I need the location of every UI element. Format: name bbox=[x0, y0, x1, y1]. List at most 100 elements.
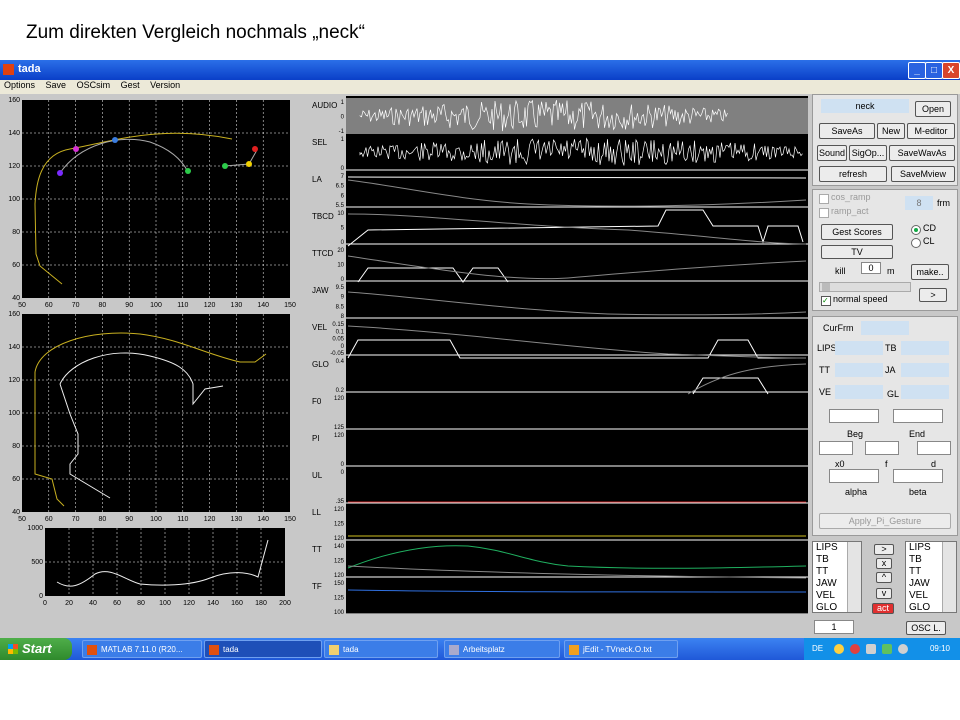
list-item[interactable]: GLO bbox=[909, 602, 931, 613]
x-tick-label: 130 bbox=[231, 516, 243, 523]
curfrm-field bbox=[861, 321, 909, 335]
speaker-icon[interactable] bbox=[898, 644, 908, 654]
list-item[interactable]: TB bbox=[909, 554, 922, 565]
frame-field[interactable]: 1 bbox=[814, 620, 854, 634]
start-button[interactable]: Start bbox=[0, 638, 72, 660]
menu-version[interactable]: Version bbox=[150, 80, 181, 90]
cd-label: CD bbox=[923, 223, 936, 233]
savemview-button[interactable]: SaveMview bbox=[891, 166, 955, 182]
y-tick-label: 40 bbox=[12, 295, 20, 302]
file-panel: neck Open SaveAs New M-editor Sound SigO… bbox=[812, 94, 958, 186]
x-tick-label: 90 bbox=[125, 516, 133, 523]
cd-radio[interactable] bbox=[911, 225, 921, 235]
audio-band bbox=[346, 98, 808, 134]
savewavas-button[interactable]: SaveWavAs bbox=[889, 145, 955, 161]
end-field[interactable] bbox=[893, 409, 943, 423]
osc-button[interactable]: OSC L. bbox=[906, 621, 946, 635]
channel-tick-label: 1 bbox=[341, 100, 345, 106]
remove-button[interactable]: x bbox=[876, 558, 892, 569]
list-left[interactable]: LIPS TB TT JAW VEL GLO bbox=[812, 541, 862, 613]
close-button[interactable]: X bbox=[942, 62, 960, 79]
list-right-scrollbar[interactable] bbox=[942, 542, 956, 612]
y-tick-label: 120 bbox=[8, 163, 20, 170]
sigop-button[interactable]: SigOp... bbox=[849, 145, 887, 161]
alpha-field[interactable] bbox=[829, 469, 879, 483]
move-up-button[interactable]: ^ bbox=[876, 572, 892, 583]
gest-scores-button[interactable]: Gest Scores bbox=[821, 224, 893, 240]
x0-field[interactable] bbox=[819, 441, 853, 455]
task-matlab[interactable]: MATLAB 7.11.0 (R20... bbox=[82, 640, 202, 658]
list-left-scrollbar[interactable] bbox=[847, 542, 861, 612]
vel-trace-2 bbox=[347, 325, 807, 359]
task-arbeitsplatz[interactable]: Arbeitsplatz bbox=[444, 640, 560, 658]
task-jedit[interactable]: jEdit - TVneck.O.txt bbox=[564, 640, 678, 658]
normal-speed-checkbox[interactable]: ✓ bbox=[821, 296, 831, 306]
menu-gest[interactable]: Gest bbox=[120, 80, 140, 90]
speed-slider[interactable] bbox=[819, 282, 911, 292]
x-tick-label: 110 bbox=[177, 302, 188, 309]
gl-field bbox=[901, 385, 949, 399]
list-right[interactable]: LIPS TB TT JAW VEL GLO bbox=[905, 541, 957, 613]
list-item[interactable]: TT bbox=[909, 566, 922, 577]
x-tick-label: 90 bbox=[125, 302, 133, 309]
jedit-icon bbox=[569, 645, 579, 655]
open-button[interactable]: Open bbox=[915, 101, 951, 117]
list-item[interactable]: LIPS bbox=[909, 542, 931, 553]
task-tada-folder[interactable]: tada bbox=[324, 640, 438, 658]
cos-ramp-checkbox[interactable] bbox=[819, 194, 829, 204]
tb-label: TB bbox=[885, 343, 897, 353]
list-item[interactable]: TT bbox=[816, 566, 829, 577]
name-field[interactable]: neck bbox=[821, 99, 909, 113]
kill-field[interactable]: 0 bbox=[861, 262, 881, 274]
x-tick-label: 140 bbox=[257, 516, 269, 523]
cl-radio[interactable] bbox=[911, 238, 921, 248]
y-tick-label: 160 bbox=[8, 97, 20, 104]
new-button[interactable]: New bbox=[877, 123, 905, 139]
x-tick-label: 140 bbox=[207, 600, 219, 607]
frm-field[interactable]: 8 bbox=[905, 196, 933, 210]
list-item[interactable]: JAW bbox=[909, 578, 930, 589]
list-item[interactable]: VEL bbox=[816, 590, 835, 601]
minimize-button[interactable]: _ bbox=[908, 62, 926, 79]
list-item[interactable]: JAW bbox=[816, 578, 837, 589]
y-tick-label: 100 bbox=[8, 410, 20, 417]
task-tada-active[interactable]: tada bbox=[204, 640, 322, 658]
tray-icon[interactable] bbox=[882, 644, 892, 654]
d-field[interactable] bbox=[917, 441, 951, 455]
list-item[interactable]: VEL bbox=[909, 590, 928, 601]
language-indicator[interactable]: DE bbox=[812, 644, 824, 653]
channel-label: LA bbox=[312, 175, 322, 184]
tray-icon[interactable] bbox=[866, 644, 876, 654]
menu-save[interactable]: Save bbox=[45, 80, 67, 90]
list-item[interactable]: GLO bbox=[816, 602, 838, 613]
next-button[interactable]: > bbox=[919, 288, 947, 302]
m-editor-button[interactable]: M-editor bbox=[907, 123, 955, 139]
ramp-act-checkbox[interactable] bbox=[819, 208, 829, 218]
list-item[interactable]: LIPS bbox=[816, 542, 838, 553]
move-down-button[interactable]: v bbox=[876, 588, 892, 599]
beta-field[interactable] bbox=[893, 469, 943, 483]
saveas-button[interactable]: SaveAs bbox=[819, 123, 875, 139]
sound-button[interactable]: Sound bbox=[817, 145, 847, 161]
refresh-button[interactable]: refresh bbox=[819, 166, 887, 182]
list-item[interactable]: TB bbox=[816, 554, 829, 565]
apply-pi-gesture-button[interactable]: Apply_Pi_Gesture bbox=[819, 513, 951, 529]
f-field[interactable] bbox=[865, 441, 899, 455]
act-button[interactable]: act bbox=[872, 603, 894, 614]
maximize-button[interactable]: □ bbox=[925, 62, 943, 79]
tf-trace bbox=[347, 589, 807, 593]
la-trace-2 bbox=[347, 179, 807, 207]
make-button[interactable]: make.. bbox=[911, 264, 949, 280]
window-titlebar[interactable]: tada _ □ X bbox=[0, 60, 960, 80]
tray-icon[interactable] bbox=[834, 644, 844, 654]
x-tick-label: 120 bbox=[204, 302, 216, 309]
cl-label: CL bbox=[923, 236, 935, 246]
move-right-button[interactable]: > bbox=[874, 544, 894, 555]
menu-oscsim[interactable]: OSCsim bbox=[76, 80, 111, 90]
tray-icon[interactable] bbox=[850, 644, 860, 654]
beg-field[interactable] bbox=[829, 409, 879, 423]
menu-options[interactable]: Options bbox=[4, 80, 36, 90]
readout-panel: CurFrm LIPS TB TT JA VE GL Beg End x0 f … bbox=[812, 316, 958, 536]
tv-button[interactable]: TV bbox=[821, 245, 893, 259]
